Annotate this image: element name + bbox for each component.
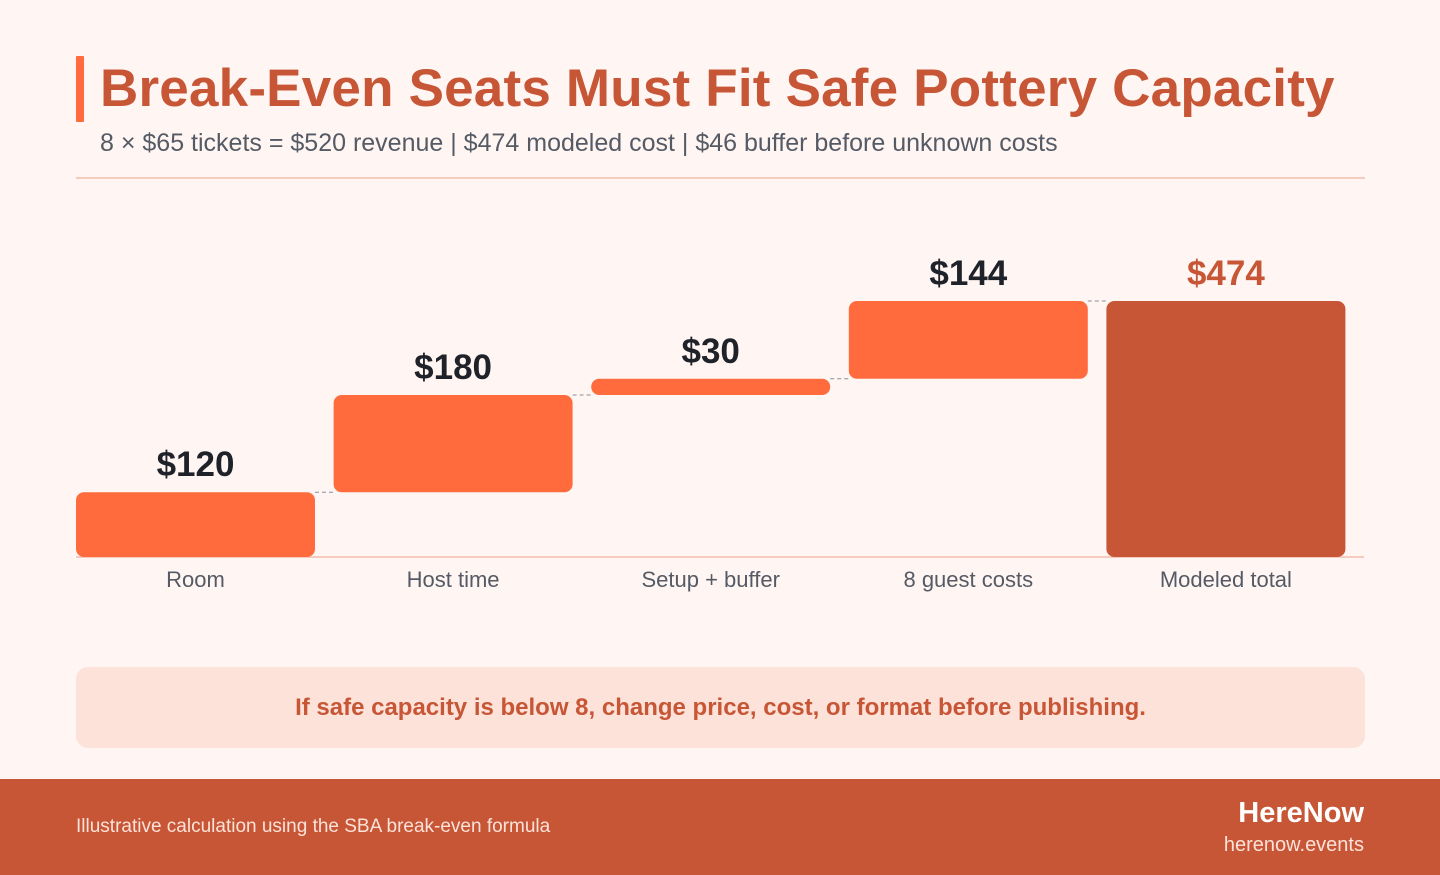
page-title: Break-Even Seats Must Fit Safe Pottery C… <box>100 59 1335 118</box>
bar-host-time <box>333 394 573 493</box>
bar-modeled-total <box>1106 301 1346 557</box>
bar-setup-buffer <box>591 378 831 395</box>
brand-url: herenow.events <box>1223 834 1364 856</box>
callout-text: If safe capacity is below 8, change pric… <box>295 693 1146 721</box>
waterfall-chart: $120 Room $180 Host time $30 Setup + buffer $1… <box>76 254 1364 592</box>
callout-box: If safe capacity is below 8, change pric… <box>76 667 1365 748</box>
category-label: Setup + buffer <box>641 567 779 592</box>
value-label: $144 <box>929 254 1007 293</box>
value-label: $30 <box>681 332 739 371</box>
value-label: $474 <box>1187 254 1265 293</box>
value-label: $120 <box>157 445 235 484</box>
bar-room <box>76 492 315 557</box>
footer-source: Illustrative calculation using the SBA b… <box>76 816 551 837</box>
bar-8-guest-costs <box>848 301 1088 379</box>
footer: Illustrative calculation using the SBA b… <box>0 779 1440 875</box>
title-accent-bar <box>76 56 84 122</box>
category-label: Room <box>166 567 225 592</box>
brand-name: HereNow <box>1238 797 1364 829</box>
value-label: $180 <box>414 348 492 387</box>
category-label: 8 guest costs <box>903 567 1033 592</box>
category-label: Host time <box>407 567 500 592</box>
page-subtitle: 8 × $65 tickets = $520 revenue | $474 mo… <box>100 129 1058 157</box>
header-divider <box>76 177 1365 179</box>
category-label: Modeled total <box>1160 567 1292 592</box>
